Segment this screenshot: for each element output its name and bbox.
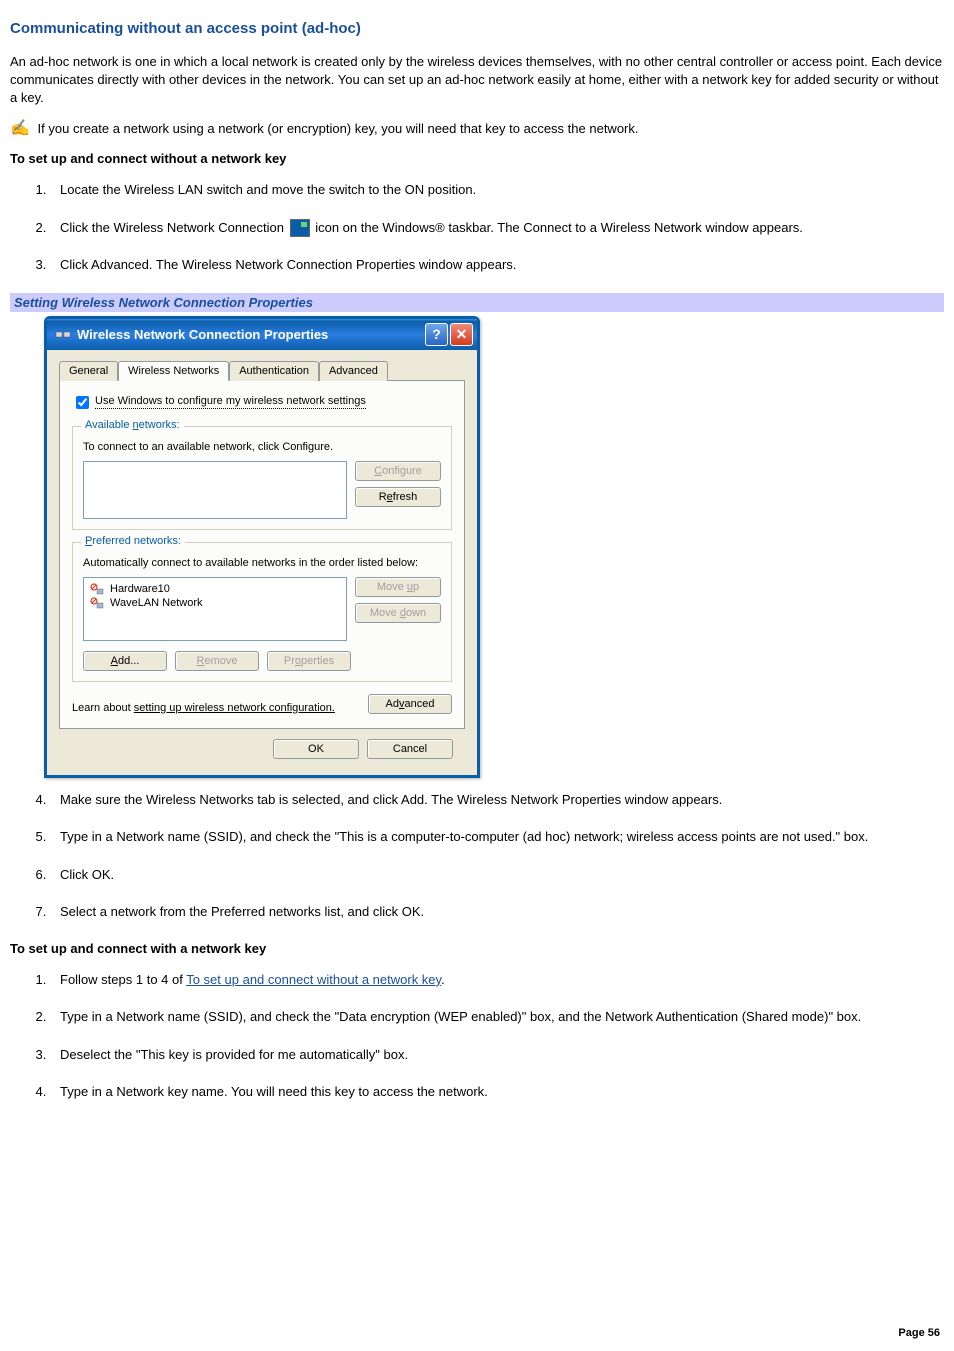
preferred-networks-listbox[interactable]: Hardware10 WaveLAN Network: [83, 577, 347, 641]
step-2: Click the Wireless Network Connection ic…: [50, 218, 944, 238]
properties-button[interactable]: Properties: [267, 651, 351, 671]
dialog-titlebar[interactable]: Wireless Network Connection Properties ?…: [47, 319, 477, 350]
use-windows-checkbox[interactable]: [76, 396, 89, 409]
step-2-text-b: icon on the Windows® taskbar. The Connec…: [315, 220, 803, 235]
step-5: Type in a Network name (SSID), and check…: [50, 827, 944, 847]
use-windows-label[interactable]: Use Windows to configure my wireless net…: [95, 395, 366, 409]
note-text: If you create a network using a network …: [38, 121, 639, 136]
step2-1: Follow steps 1 to 4 of To set up and con…: [50, 970, 944, 990]
configure-button[interactable]: Configure: [355, 461, 441, 481]
available-networks-group: Available networks: To connect to an ava…: [72, 426, 452, 530]
learn-link[interactable]: setting up wireless network configuratio…: [134, 702, 335, 714]
list-item-label: WaveLAN Network: [110, 597, 203, 609]
move-down-button[interactable]: Move down: [355, 603, 441, 623]
list-item[interactable]: WaveLAN Network: [86, 596, 344, 610]
preferred-legend: Preferred networks:: [81, 535, 185, 547]
add-button[interactable]: Add...: [83, 651, 167, 671]
note-paragraph: ✍ If you create a network using a networ…: [10, 118, 944, 140]
page-number: Page 56: [898, 1327, 940, 1339]
available-text: To connect to an available network, clic…: [83, 441, 441, 453]
dialog-title: Wireless Network Connection Properties: [77, 327, 423, 342]
tab-general[interactable]: General: [59, 361, 118, 381]
step-2-text-a: Click the Wireless Network Connection: [60, 220, 288, 235]
list-item[interactable]: Hardware10: [86, 582, 344, 596]
step2-1-pre: Follow steps 1 to 4 of: [60, 972, 186, 987]
page-heading: Communicating without an access point (a…: [10, 20, 944, 37]
step2-2: Type in a Network name (SSID), and check…: [50, 1007, 944, 1027]
learn-about-text: Learn about setting up wireless network …: [72, 702, 335, 714]
list-item-label: Hardware10: [110, 583, 170, 595]
refresh-button[interactable]: Refresh: [355, 487, 441, 507]
step-3: Click Advanced. The Wireless Network Con…: [50, 255, 944, 275]
step2-4: Type in a Network key name. You will nee…: [50, 1082, 944, 1102]
remove-button[interactable]: Remove: [175, 651, 259, 671]
step-1: Locate the Wireless LAN switch and move …: [50, 180, 944, 200]
steps-list-1b: Make sure the Wireless Networks tab is s…: [10, 790, 944, 922]
section1-title: To set up and connect without a network …: [10, 150, 944, 168]
move-up-button[interactable]: Move up: [355, 577, 441, 597]
step2-3: Deselect the "This key is provided for m…: [50, 1045, 944, 1065]
figure-caption: Setting Wireless Network Connection Prop…: [10, 293, 944, 312]
cancel-button[interactable]: Cancel: [367, 739, 453, 759]
preferred-text: Automatically connect to available netwo…: [83, 557, 441, 569]
note-icon: ✍: [10, 120, 30, 137]
network-icon: [90, 583, 104, 595]
wireless-properties-dialog: Wireless Network Connection Properties ?…: [44, 316, 480, 778]
available-legend: Available networks:: [81, 419, 184, 431]
help-button[interactable]: ?: [425, 323, 448, 346]
available-networks-listbox[interactable]: [83, 461, 347, 519]
step2-1-post: .: [441, 972, 445, 987]
dialog-tabs: General Wireless Networks Authentication…: [59, 360, 465, 381]
dialog-title-icon: [55, 326, 71, 342]
tab-panel: Use Windows to configure my wireless net…: [59, 381, 465, 729]
wireless-taskbar-icon: [290, 219, 310, 237]
preferred-networks-group: Preferred networks: Automatically connec…: [72, 542, 452, 682]
step-6: Click OK.: [50, 865, 944, 885]
tab-authentication[interactable]: Authentication: [229, 361, 319, 381]
cross-ref-link[interactable]: To set up and connect without a network …: [186, 972, 441, 987]
tab-wireless-networks[interactable]: Wireless Networks: [118, 361, 229, 381]
close-button[interactable]: ✕: [450, 323, 473, 346]
steps-list-2: Follow steps 1 to 4 of To set up and con…: [10, 970, 944, 1102]
advanced-button[interactable]: Advanced: [368, 694, 452, 714]
step-4: Make sure the Wireless Networks tab is s…: [50, 790, 944, 810]
intro-paragraph: An ad-hoc network is one in which a loca…: [10, 53, 944, 108]
section2-title: To set up and connect with a network key: [10, 940, 944, 958]
steps-list-1: Locate the Wireless LAN switch and move …: [10, 180, 944, 275]
step-7: Select a network from the Preferred netw…: [50, 902, 944, 922]
ok-button[interactable]: OK: [273, 739, 359, 759]
network-icon: [90, 597, 104, 609]
tab-advanced[interactable]: Advanced: [319, 361, 388, 381]
